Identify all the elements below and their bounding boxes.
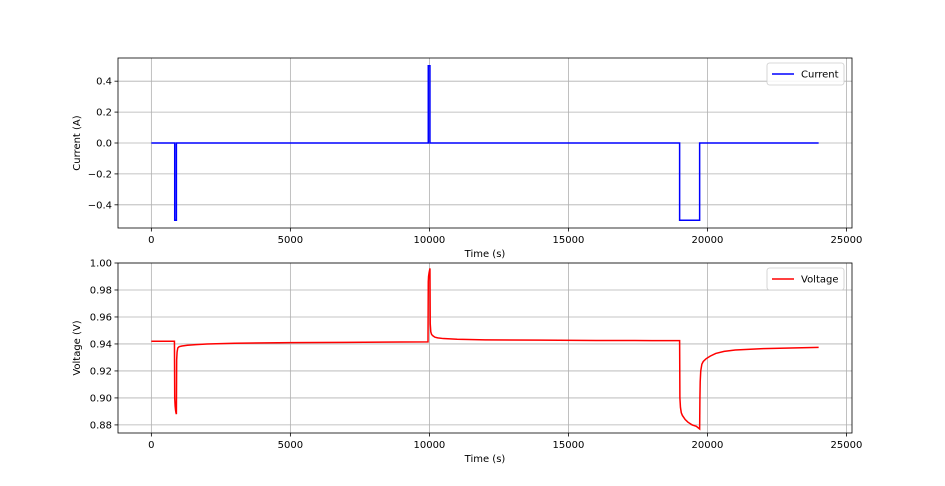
current-xaxis-label: Time (s) [464, 249, 506, 260]
current-legend-label: Current [801, 70, 839, 81]
voltage-xtick-label: 10000 [413, 440, 445, 451]
current-xtick-label: 10000 [413, 235, 445, 246]
current-xtick-label: 0 [148, 235, 154, 246]
voltage-ytick-label: 0.96 [90, 312, 112, 323]
voltage-ytick-label: 0.94 [90, 339, 112, 350]
current-legend: Current [766, 62, 845, 86]
current-xtick-label: 20000 [692, 235, 724, 246]
voltage-axes: 0 5000 10000 15000 20000 25000 0.88 0.90 0.92 0.9… [72, 259, 862, 466]
current-yaxis-label: Current (A) [72, 115, 83, 170]
current-ytick-label: 0.0 [96, 139, 112, 150]
current-xtick-label: 5000 [278, 235, 303, 246]
voltage-xtick-label: 20000 [692, 440, 724, 451]
voltage-legend: Voltage [766, 267, 845, 291]
voltage-xtick-label: 5000 [278, 440, 303, 451]
voltage-axes-frame [117, 262, 853, 434]
voltage-ytick-label: 0.98 [90, 285, 112, 296]
voltage-xaxis-label: Time (s) [464, 454, 506, 465]
voltage-xtick-label: 15000 [553, 440, 585, 451]
voltage-xtick-label: 0 [148, 440, 154, 451]
voltage-xtick-label: 25000 [831, 440, 863, 451]
current-xtick-label: 15000 [553, 235, 585, 246]
current-legend-box [766, 62, 845, 86]
voltage-legend-label: Voltage [801, 275, 839, 286]
current-axes: 0 5000 10000 15000 20000 25000 −0.4 −0.2 0.0 0.2 0… [72, 57, 863, 260]
voltage-ytick-label: 1.00 [90, 259, 112, 270]
voltage-series-line [151, 268, 819, 431]
current-ytick-label: 0.2 [96, 108, 112, 119]
current-ytick-label: −0.2 [88, 169, 112, 180]
current-series-line [151, 64, 819, 222]
current-ytick-label: 0.4 [96, 77, 112, 88]
voltage-ytick-label: 0.92 [90, 366, 112, 377]
current-xtick-label: 25000 [831, 235, 863, 246]
voltage-legend-box [766, 267, 845, 291]
voltage-ytick-label: 0.88 [90, 420, 112, 431]
voltage-yaxis-label: Voltage (V) [72, 320, 83, 375]
current-ytick-label: −0.4 [88, 200, 112, 211]
voltage-ytick-label: 0.90 [90, 393, 112, 404]
